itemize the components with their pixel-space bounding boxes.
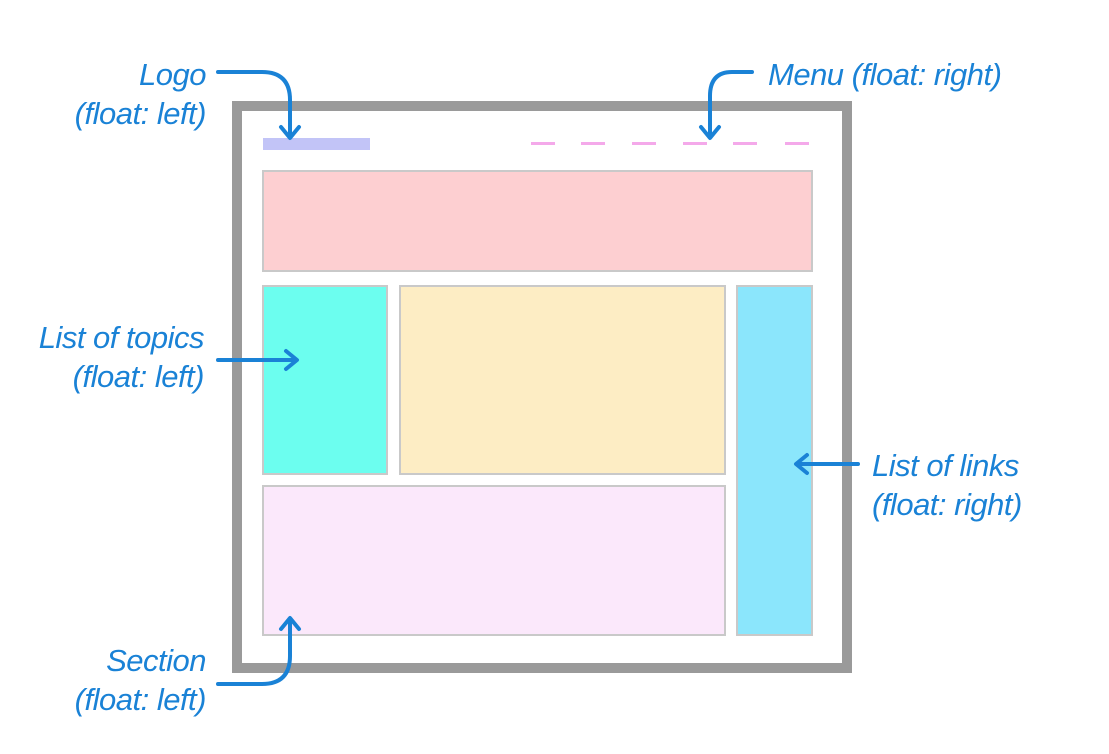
menu-annotation-title: Menu (float: right)	[768, 57, 1002, 92]
menu-item	[632, 142, 656, 145]
topics-annotation: List of topics (float: left)	[38, 318, 205, 396]
topics-block	[262, 285, 388, 475]
menu-arrowhead-icon	[699, 125, 721, 140]
menu-annotation: Menu (float: right)	[768, 55, 1002, 94]
menu-item	[683, 142, 707, 145]
topics-annotation-float: (float: left)	[72, 359, 205, 394]
content-block	[399, 285, 726, 475]
menu-item	[785, 142, 809, 145]
menu-item	[531, 142, 555, 145]
menu-item	[733, 142, 757, 145]
logo-annotation-float: (float: left)	[74, 96, 207, 131]
links-arrowhead-icon	[794, 453, 809, 475]
section-annotation-float: (float: left)	[74, 682, 207, 717]
links-annotation: List of links (float: right)	[872, 446, 1022, 524]
section-arrowhead-icon	[279, 616, 301, 631]
header-block	[262, 170, 813, 272]
section-block	[262, 485, 726, 636]
logo-arrow-icon	[216, 70, 292, 138]
logo-annotation: Logo (float: left)	[74, 55, 207, 133]
topics-annotation-title: List of topics	[38, 320, 205, 355]
section-annotation-title: Section	[106, 643, 206, 678]
logo-block	[263, 138, 370, 150]
links-annotation-title: List of links	[872, 448, 1019, 483]
logo-arrowhead-icon	[279, 125, 301, 140]
menu-arrow-icon	[708, 70, 754, 138]
menu-item	[581, 142, 605, 145]
topics-arrowhead-icon	[284, 349, 299, 371]
links-annotation-float: (float: right)	[872, 487, 1022, 522]
section-arrow-icon	[216, 618, 292, 686]
section-annotation: Section (float: left)	[74, 641, 207, 719]
logo-annotation-title: Logo	[139, 57, 206, 92]
